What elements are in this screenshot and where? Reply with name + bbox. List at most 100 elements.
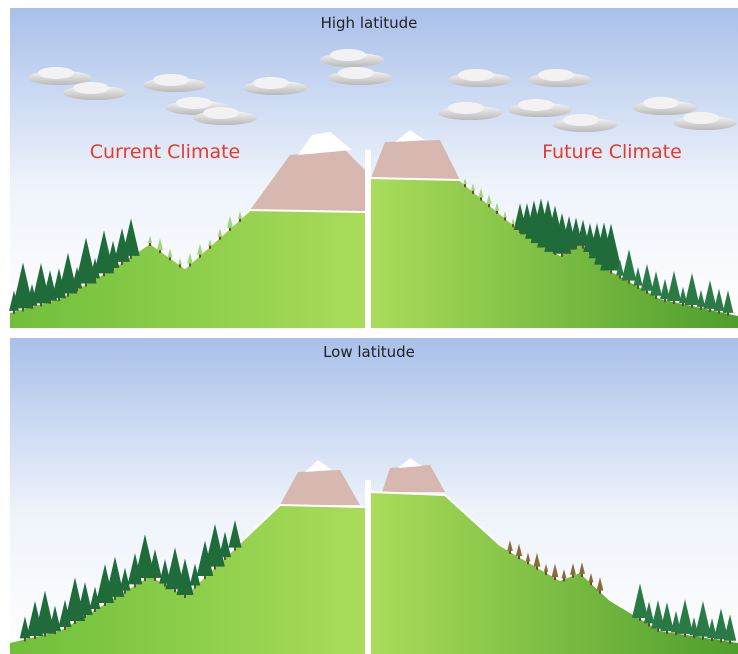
trunk	[194, 584, 196, 589]
tree	[633, 267, 643, 286]
trunk	[637, 284, 639, 289]
trunk	[130, 254, 132, 259]
trunk	[568, 248, 570, 253]
trunk	[545, 570, 547, 575]
trunk	[720, 638, 722, 643]
cloud	[73, 82, 109, 94]
trunk	[673, 300, 675, 305]
trunk	[154, 576, 156, 581]
trunk	[496, 209, 498, 214]
tree	[470, 183, 476, 191]
trunk	[85, 282, 87, 287]
cloud	[38, 67, 74, 79]
trunk	[159, 249, 161, 254]
trunk	[504, 216, 506, 221]
tree	[561, 569, 567, 579]
trunk	[112, 266, 114, 271]
trunk	[219, 235, 221, 240]
trunk	[31, 304, 33, 309]
trunk	[657, 627, 659, 632]
tree	[643, 601, 655, 624]
peak	[280, 470, 360, 505]
tree	[503, 210, 507, 218]
snow	[305, 460, 332, 472]
tree	[570, 563, 576, 575]
hill	[371, 492, 738, 654]
trunk	[174, 588, 176, 593]
trunk	[711, 637, 713, 641]
tree	[515, 543, 523, 557]
tree	[12, 262, 34, 309]
trunk	[184, 594, 186, 598]
trunk	[234, 546, 236, 551]
trunk	[40, 302, 42, 307]
tree	[713, 288, 725, 311]
tree	[600, 223, 622, 271]
tree	[189, 563, 201, 586]
cloud	[203, 107, 239, 119]
tree	[588, 572, 594, 583]
tree	[696, 289, 706, 307]
trunk	[488, 203, 490, 208]
snow	[395, 130, 425, 142]
cloud	[518, 99, 554, 111]
trunk	[727, 311, 729, 316]
trunk	[684, 632, 686, 637]
cloud	[330, 49, 366, 61]
tree	[48, 605, 62, 632]
tree	[463, 178, 467, 185]
cloud	[458, 69, 494, 81]
trunk	[204, 575, 206, 580]
trunk	[169, 256, 171, 261]
trunk	[24, 637, 26, 642]
panel-title: High latitude	[321, 14, 418, 32]
tree	[631, 583, 649, 618]
tree	[147, 235, 153, 243]
tree	[134, 534, 156, 579]
hill	[10, 210, 365, 328]
trunk	[209, 244, 211, 249]
tree	[660, 602, 674, 632]
tree	[616, 259, 624, 276]
trunk	[675, 631, 677, 636]
tree	[218, 531, 232, 558]
tree	[165, 547, 185, 590]
trunk	[84, 614, 86, 618]
tree	[651, 600, 665, 629]
tree	[576, 219, 590, 246]
trunk	[575, 244, 577, 249]
panel-title: Low latitude	[323, 343, 415, 361]
tree	[187, 252, 193, 264]
trunk	[121, 260, 123, 265]
cloud	[176, 97, 212, 109]
tree	[494, 202, 500, 211]
tree	[707, 617, 717, 638]
tree	[228, 520, 242, 548]
trunk	[199, 253, 201, 258]
tree	[640, 264, 654, 291]
trunk	[44, 632, 46, 637]
trunk	[164, 582, 166, 587]
tree	[217, 228, 223, 237]
tree	[197, 243, 203, 255]
trunk	[639, 617, 641, 621]
trunk	[76, 287, 78, 292]
trunk	[702, 635, 704, 640]
trunk	[124, 589, 126, 594]
left-label: Current Climate	[90, 141, 241, 163]
trunk	[229, 226, 231, 231]
trunk	[58, 297, 60, 302]
trunk	[691, 303, 693, 308]
trunk	[13, 309, 15, 314]
trunk	[509, 549, 511, 554]
trunk	[590, 581, 592, 586]
cloud	[643, 97, 679, 109]
tree	[105, 556, 125, 597]
trunk	[480, 196, 482, 201]
trunk	[472, 189, 474, 194]
tree	[156, 238, 164, 251]
trunk	[666, 630, 668, 635]
tree	[684, 273, 700, 305]
trunk	[664, 298, 666, 303]
tree	[208, 239, 212, 246]
